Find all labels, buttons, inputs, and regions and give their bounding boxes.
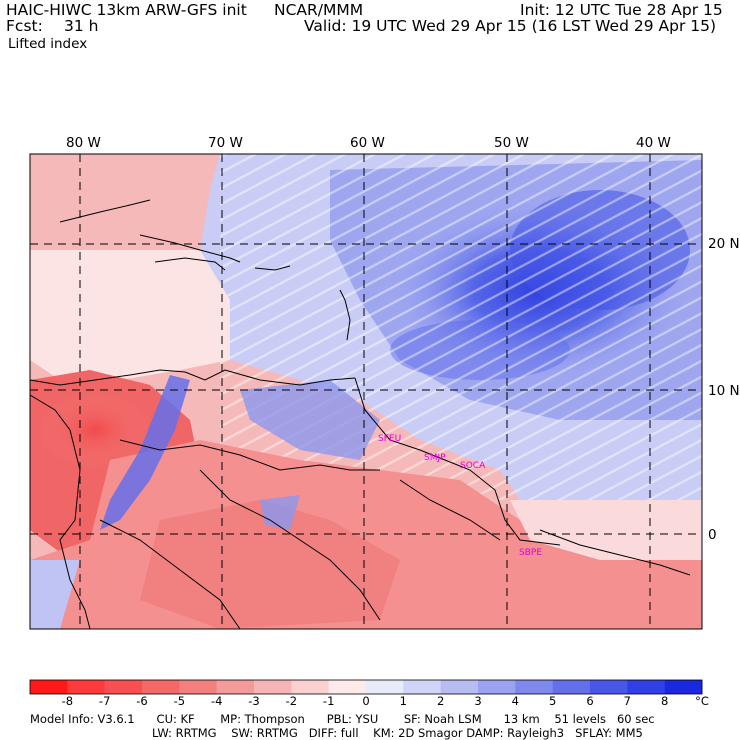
station-label-sbpe: SBPE [519, 548, 542, 558]
legend-swatch [440, 680, 479, 694]
lon-label-70w: 70 W [208, 135, 243, 151]
legend-tick-label: -1 [322, 694, 335, 708]
legend-frame [29, 679, 703, 695]
footer-physics-info: LW: RRTMG SW: RRTMG DIFF: full KM: 2D Sm… [152, 726, 643, 740]
lon-label-50w: 50 W [494, 135, 529, 151]
legend-swatch [179, 680, 217, 694]
legend-tick-label: -6 [136, 694, 148, 708]
fcst-value: 31 h [64, 17, 99, 35]
valid-time: Valid: 19 UTC Wed 29 Apr 15 (16 LST Wed … [304, 17, 717, 35]
lat-label-10n: 10 N [708, 383, 740, 399]
fcst-label: Fcst: [6, 17, 43, 35]
org-label: NCAR/MMM [274, 1, 364, 19]
legend-swatch [291, 680, 329, 694]
color-legend [29, 679, 703, 695]
legend-tick-label: 6 [586, 694, 594, 708]
legend-tick-label: 8 [660, 694, 669, 708]
legend-swatch [366, 680, 404, 694]
lon-label-80w: 80 W [66, 135, 101, 151]
legend-tick-label: 1 [399, 694, 407, 708]
legend-swatch [403, 680, 441, 694]
lat-label-20n: 20 N [708, 236, 740, 252]
legend-swatch [664, 680, 703, 694]
legend-swatch [328, 680, 367, 694]
lat-label-0: 0 [708, 527, 717, 543]
legend-swatch [552, 680, 591, 694]
station-label-soca: SOCA [460, 461, 486, 471]
legend-unit: °C [695, 694, 709, 708]
legend-swatch [142, 680, 180, 694]
legend-tick-label: 7 [623, 694, 631, 708]
lifted-index-field [30, 154, 702, 629]
legend-swatch [30, 680, 68, 694]
coastlines [29, 199, 691, 630]
field-name: Lifted index [8, 36, 88, 52]
map-frame [29, 153, 703, 630]
legend-swatch [478, 680, 516, 694]
legend-swatch [67, 680, 105, 694]
legend-swatch [590, 680, 628, 694]
legend-tick-label: 5 [548, 694, 557, 708]
legend-tick-label: -8 [61, 694, 74, 708]
legend-tick-label: 0 [362, 694, 370, 708]
legend-tick-label: -4 [210, 694, 223, 708]
legend-tick-label: -2 [285, 694, 298, 708]
graticule [30, 154, 702, 629]
legend-tick-label: 2 [436, 694, 445, 708]
legend-swatch [216, 680, 255, 694]
legend-swatch [627, 680, 665, 694]
lon-label-40w: 40 W [636, 135, 671, 151]
legend-swatch [515, 680, 553, 694]
legend-swatch [254, 680, 292, 694]
footer-model-info: Model Info: V3.6.1 CU: KF MP: Thompson P… [30, 712, 655, 726]
model-title: HAIC-HIWC 13km ARW-GFS init [6, 1, 247, 19]
init-time: Init: 12 UTC Tue 28 Apr 15 [520, 1, 723, 19]
station-label-smjp: SMJP [424, 453, 446, 463]
station-label-sfeu: SFEU [378, 434, 401, 444]
legend-tick-label: 3 [474, 694, 482, 708]
legend-tick-label: 4 [511, 694, 519, 708]
legend-tick-label: -3 [248, 694, 260, 708]
lon-label-60w: 60 W [350, 135, 385, 151]
legend-swatch [104, 680, 143, 694]
legend-tick-label: -5 [173, 694, 186, 708]
legend-tick-label: -7 [98, 694, 111, 708]
